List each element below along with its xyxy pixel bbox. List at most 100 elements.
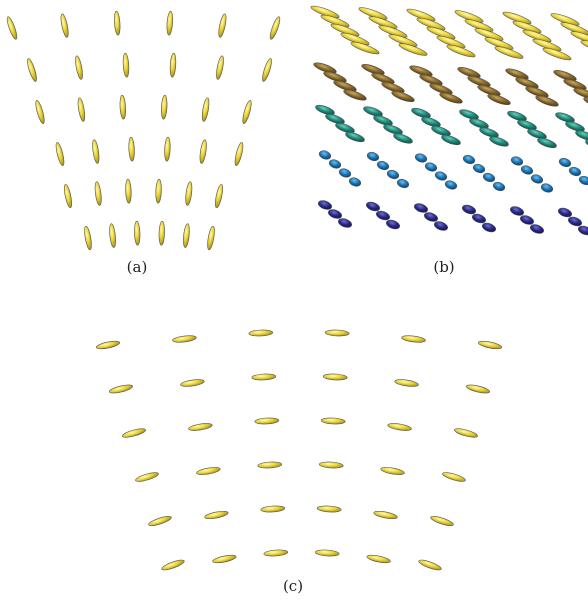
panel-label: (a) — [127, 258, 148, 276]
ellipsoid — [258, 461, 282, 468]
ellipsoid — [125, 179, 132, 203]
ellipsoid — [583, 95, 588, 110]
ellipsoid — [201, 97, 211, 122]
ellipsoid — [344, 130, 365, 144]
ellipsoid — [454, 427, 479, 439]
ellipsoid — [114, 11, 121, 35]
ellipsoid — [401, 335, 426, 344]
ellipsoid — [233, 142, 244, 167]
ellipsoid — [77, 97, 87, 122]
ellipsoid — [261, 58, 274, 83]
ellipsoid — [94, 181, 103, 206]
ellipsoid — [217, 13, 227, 38]
ellipsoid — [461, 203, 477, 215]
ellipsoid — [424, 161, 438, 173]
ellipsoid — [264, 549, 288, 557]
ellipsoid — [380, 466, 405, 476]
panel-c — [96, 330, 503, 572]
ellipsoid — [169, 53, 176, 77]
ellipsoid — [5, 16, 18, 40]
panel-a — [5, 11, 281, 250]
ellipsoid — [557, 206, 573, 218]
ellipsoid — [567, 215, 583, 227]
ellipsoid — [328, 158, 342, 170]
ellipsoid — [414, 152, 428, 164]
figure: (a) (b) (c) — [0, 0, 588, 605]
ellipsoid — [488, 135, 509, 149]
ellipsoid — [482, 172, 496, 184]
ellipsoid — [252, 373, 276, 380]
ellipsoid — [182, 223, 190, 247]
ellipsoid — [481, 221, 497, 233]
ellipsoid — [212, 554, 237, 565]
ellipsoid — [478, 340, 503, 351]
ellipsoid — [394, 378, 419, 387]
ellipsoid — [180, 378, 205, 387]
ellipsoid — [373, 510, 398, 520]
ellipsoid — [418, 558, 443, 572]
ellipsoid — [83, 226, 93, 251]
ellipsoid — [164, 137, 171, 161]
ellipsoid — [54, 142, 65, 167]
ellipsoid — [196, 466, 221, 476]
ellipsoid — [122, 53, 129, 77]
ellipsoid — [510, 155, 524, 167]
ellipsoid — [413, 202, 429, 214]
ellipsoid — [540, 182, 554, 194]
panel-b — [310, 4, 588, 237]
ellipsoid — [327, 208, 343, 220]
ellipsoid — [338, 167, 352, 179]
ellipsoid — [249, 330, 273, 337]
ellipsoid — [577, 224, 588, 236]
ellipsoid — [323, 373, 347, 380]
ellipsoid — [161, 95, 168, 119]
ellipsoid — [135, 471, 160, 484]
ellipsoid — [159, 221, 165, 245]
ellipsoid — [317, 199, 333, 211]
ellipsoid — [255, 417, 279, 424]
ellipsoid — [444, 179, 458, 191]
ellipsoid — [188, 422, 213, 432]
ellipsoid — [466, 383, 491, 394]
ellipsoid — [166, 11, 173, 35]
ellipsoid — [578, 175, 588, 187]
ellipsoid — [241, 100, 253, 125]
ellipsoid — [519, 214, 535, 226]
ellipsoid — [385, 218, 401, 230]
ellipsoid — [366, 151, 380, 163]
ellipsoid — [319, 461, 343, 468]
ellipsoid — [91, 139, 100, 164]
ellipsoid — [530, 173, 544, 185]
ellipsoid — [392, 132, 413, 146]
ellipsoid — [172, 335, 197, 344]
ellipsoid — [430, 514, 455, 527]
ellipsoid — [119, 95, 126, 119]
ellipsoid — [376, 160, 390, 172]
ellipsoid — [396, 178, 410, 190]
ellipsoid — [348, 176, 362, 188]
ellipsoid — [462, 154, 476, 166]
ellipsoid — [317, 505, 341, 513]
ellipsoid — [580, 38, 588, 54]
ellipsoid — [128, 137, 135, 161]
ellipsoid — [529, 223, 545, 235]
ellipsoid — [568, 166, 582, 178]
ellipsoid — [59, 13, 69, 38]
ellipsoid — [434, 170, 448, 182]
ellipsoid — [148, 514, 173, 527]
ellipsoid — [318, 149, 332, 161]
ellipsoid — [365, 200, 381, 212]
ellipsoid — [492, 181, 506, 193]
ellipsoid — [423, 211, 439, 223]
ellipsoid — [471, 212, 487, 224]
ellipsoid — [185, 181, 194, 206]
ellipsoid — [63, 184, 73, 209]
ellipsoid — [34, 100, 46, 125]
ellipsoid — [261, 505, 285, 513]
ellipsoid — [26, 58, 39, 83]
ellipsoid — [325, 330, 349, 337]
ellipsoid — [366, 554, 391, 565]
ellipsoid — [161, 558, 186, 572]
ellipsoid — [440, 133, 461, 147]
ellipsoid — [558, 157, 572, 169]
